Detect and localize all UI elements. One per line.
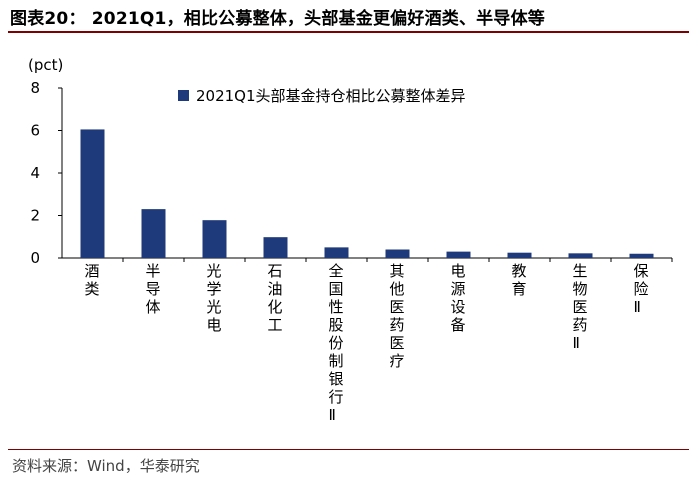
- category-label: 电源设备: [451, 262, 466, 334]
- legend: 2021Q1头部基金持仓相比公募整体差异: [178, 87, 466, 105]
- bar-chart: 0 2 4 6 8 (pct) 酒类 半导体 光学光电 石油化工 全国性股份制银行 Ⅱ 其他医药医疗 电…: [28, 56, 673, 424]
- category-label: 教育: [512, 262, 527, 298]
- category-label: 酒类: [85, 262, 100, 298]
- category-label: 全国性股份制银行 Ⅱ: [329, 262, 344, 424]
- y-axis-label: (pct): [28, 56, 63, 74]
- legend-label: 2021Q1头部基金持仓相比公募整体差异: [196, 87, 466, 105]
- category-label: 其他医药医疗: [390, 262, 405, 370]
- bar: [324, 247, 349, 258]
- bars: [80, 129, 654, 258]
- bar: [507, 252, 532, 258]
- y-tick-label: 6: [30, 122, 40, 140]
- chart-title: 图表20： 2021Q1，相比公募整体，头部基金更偏好酒类、半导体等: [10, 9, 545, 29]
- bar: [141, 209, 166, 258]
- category-label: 生物医药 Ⅱ: [573, 262, 588, 352]
- category-label: 保险 Ⅱ: [634, 262, 649, 316]
- y-tick-label: 2: [30, 207, 40, 225]
- category-labels: 酒类 半导体 光学光电 石油化工 全国性股份制银行 Ⅱ 其他医药医疗 电源设备 教育 生物医药 Ⅱ 保…: [85, 262, 649, 424]
- bar: [263, 237, 288, 258]
- legend-swatch: [178, 90, 189, 101]
- y-tick-label: 0: [30, 249, 40, 267]
- y-tick-label: 4: [30, 164, 40, 182]
- source-note: 资料来源：Wind，华泰研究: [12, 457, 200, 475]
- bar: [385, 249, 410, 258]
- bar: [446, 251, 471, 258]
- bar: [629, 253, 654, 258]
- footer-rule: [8, 449, 689, 450]
- category-label: 半导体: [146, 262, 161, 316]
- bar: [80, 129, 105, 258]
- bar: [202, 220, 227, 258]
- y-tick-label: 8: [30, 79, 40, 97]
- category-label: 石油化工: [268, 262, 283, 334]
- title-rule: [8, 31, 689, 33]
- bar: [568, 253, 593, 258]
- category-label: 光学光电: [207, 262, 222, 334]
